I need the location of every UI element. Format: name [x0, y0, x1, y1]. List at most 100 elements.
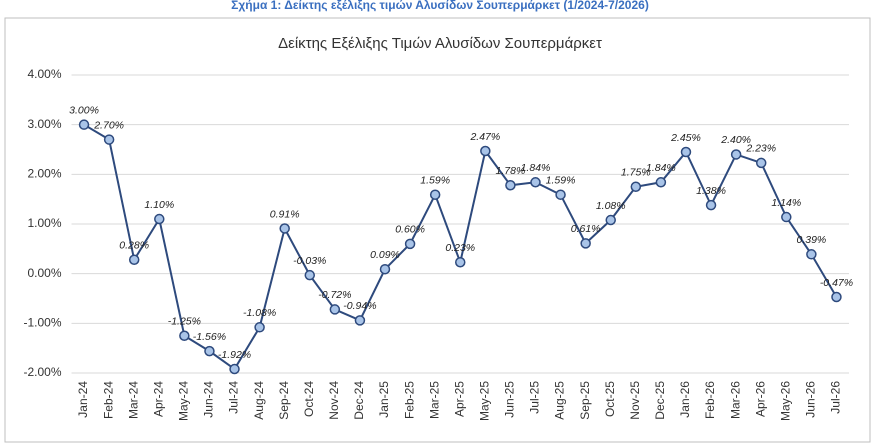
data-point: [254, 322, 265, 333]
x-tick-label: Mar-24: [126, 381, 140, 419]
data-point: [705, 199, 717, 211]
x-tick-label: May-25: [478, 381, 492, 421]
data-point: [128, 254, 140, 266]
x-tick-label: May-24: [177, 381, 191, 421]
x-tick-label: Jan-25: [377, 381, 391, 418]
data-label: 1.78%: [496, 165, 526, 177]
data-point: [605, 214, 616, 226]
data-point: [78, 119, 90, 130]
x-tick-label: Feb-26: [703, 381, 717, 419]
data-label: 1.75%: [621, 167, 651, 179]
x-tick-label: Jul-25: [528, 381, 542, 414]
data-label: 2.47%: [469, 131, 500, 143]
data-label: 0.91%: [270, 208, 300, 220]
y-tick-label: 4.00%: [27, 67, 61, 81]
data-point: [530, 177, 541, 188]
data-label: 0.61%: [571, 223, 601, 235]
x-tick-label: Jun-25: [503, 381, 517, 418]
y-tick-label: -2.00%: [23, 365, 61, 379]
x-tick-label: Jun-24: [202, 381, 216, 418]
figure-caption: Σχήμα 1: Δείκτης εξέλιξης τιμών Αλυσίδων…: [231, 0, 649, 12]
data-label: -1.56%: [193, 331, 226, 343]
data-label: 0.09%: [370, 249, 400, 261]
x-tick-label: Jul-26: [829, 381, 843, 414]
data-point: [630, 181, 642, 192]
x-tick-label: Aug-24: [252, 381, 266, 420]
chart-frame: [4, 17, 871, 443]
data-label: -0.94%: [343, 300, 376, 312]
x-tick-label: Nov-24: [327, 381, 341, 420]
data-label: 1.84%: [521, 162, 551, 174]
y-tick-label: 3.00%: [27, 117, 61, 131]
data-point: [179, 330, 190, 341]
x-tick-label: Jan-24: [76, 381, 90, 418]
data-point: [505, 180, 516, 191]
data-point: [154, 213, 165, 225]
x-tick-label: Feb-25: [402, 381, 416, 419]
data-label: 1.38%: [696, 185, 726, 197]
data-label: 1.08%: [596, 200, 626, 212]
data-point: [379, 263, 391, 275]
data-point: [781, 211, 792, 223]
data-label: -1.92%: [218, 349, 251, 361]
data-label: 2.45%: [670, 132, 701, 144]
y-tick-label: 0.00%: [27, 266, 61, 280]
data-label: 2.70%: [93, 119, 124, 131]
x-tick-label: Jan-26: [678, 381, 692, 418]
data-label: 0.28%: [119, 240, 149, 252]
x-tick-label: Aug-25: [553, 381, 567, 420]
data-point: [329, 304, 341, 315]
data-label: 1.59%: [546, 174, 576, 186]
y-tick-label: -1.00%: [23, 316, 61, 330]
data-label: 1.10%: [144, 199, 174, 211]
x-tick-label: Mar-25: [427, 381, 441, 419]
data-label: 1.84%: [646, 162, 676, 174]
data-point: [831, 291, 842, 303]
data-point: [480, 145, 491, 157]
y-tick-label: 2.00%: [27, 167, 61, 181]
x-tick-label: May-26: [778, 381, 792, 421]
data-point: [555, 189, 566, 200]
data-point: [429, 189, 441, 200]
data-label: 1.14%: [771, 197, 801, 209]
x-tick-label: Jun-26: [804, 381, 818, 418]
x-tick-label: Nov-25: [628, 381, 642, 420]
y-tick-label: 1.00%: [27, 216, 61, 230]
data-point: [103, 134, 115, 145]
x-tick-label: Feb-24: [101, 381, 115, 419]
x-tick-label: Oct-25: [603, 381, 617, 417]
x-tick-label: Sep-25: [578, 381, 592, 420]
data-point: [680, 146, 692, 158]
data-point: [304, 269, 316, 281]
data-point: [455, 256, 466, 268]
data-point: [806, 249, 817, 260]
x-tick-label: Dec-24: [352, 381, 366, 420]
data-label: -1.25%: [168, 316, 201, 328]
data-point: [655, 177, 667, 188]
data-label: -0.72%: [318, 289, 351, 301]
x-tick-label: Apr-25: [452, 381, 466, 417]
x-tick-label: Apr-24: [151, 381, 165, 417]
data-point: [229, 363, 240, 375]
x-tick-label: Oct-24: [302, 381, 316, 417]
data-label: 2.40%: [720, 134, 751, 146]
x-tick-label: Dec-25: [653, 381, 667, 420]
data-point: [730, 149, 742, 160]
x-tick-label: Sep-24: [277, 381, 291, 420]
x-tick-label: Mar-26: [728, 381, 742, 419]
data-label: 2.23%: [745, 143, 776, 155]
data-label: 0.60%: [395, 224, 425, 236]
x-tick-label: Jul-24: [227, 381, 241, 414]
data-point: [354, 315, 366, 326]
x-tick-label: Apr-26: [753, 381, 767, 417]
data-point: [755, 157, 767, 169]
data-label: -1.08%: [243, 307, 276, 319]
data-label: -0.47%: [820, 277, 853, 289]
data-label: 0.39%: [796, 234, 826, 246]
data-point: [404, 238, 416, 250]
data-point: [204, 345, 215, 357]
data-point: [580, 238, 591, 249]
data-point: [279, 223, 290, 234]
data-label: 0.23%: [445, 242, 475, 254]
